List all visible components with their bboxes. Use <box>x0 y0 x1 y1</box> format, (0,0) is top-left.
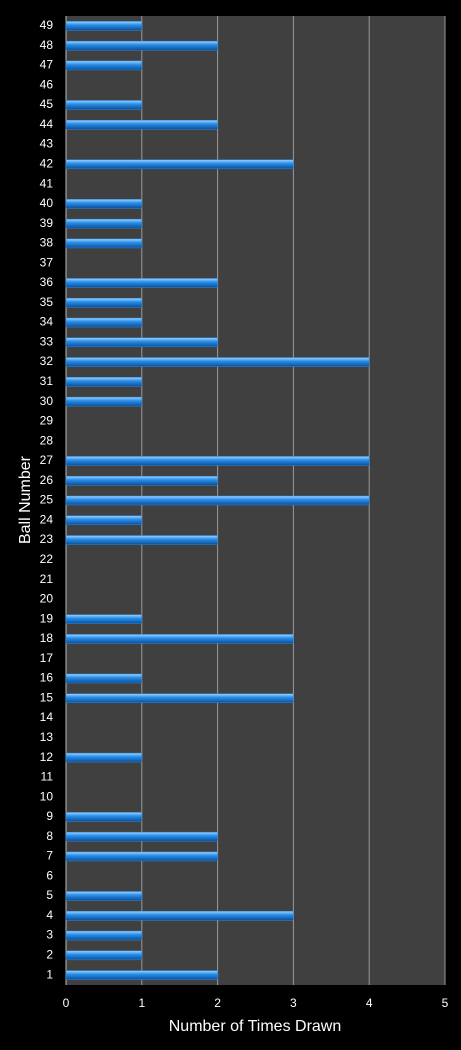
y-axis-title: Ball Number <box>17 455 34 544</box>
y-tick-label: 28 <box>40 433 54 447</box>
x-tick-label: 0 <box>63 996 70 1010</box>
y-tick-label: 9 <box>46 809 53 823</box>
y-tick-label: 32 <box>40 354 54 368</box>
y-tick-label: 49 <box>40 18 54 32</box>
bar <box>65 950 143 961</box>
bar <box>65 238 143 249</box>
x-tick-label: 3 <box>290 996 297 1010</box>
y-tick-label: 13 <box>40 730 54 744</box>
bar <box>65 100 143 110</box>
y-tick-label: 24 <box>40 512 54 526</box>
y-tick-label: 35 <box>40 295 54 309</box>
y-tick-label: 4 <box>46 908 53 922</box>
y-tick-label: 16 <box>40 671 54 685</box>
bar <box>65 337 218 348</box>
y-tick-label: 44 <box>40 117 54 131</box>
y-tick-label: 36 <box>40 275 54 289</box>
bar <box>65 396 143 407</box>
x-tick-label: 2 <box>214 996 221 1010</box>
y-tick-label: 47 <box>40 58 54 72</box>
bar <box>65 812 143 822</box>
y-tick-label: 21 <box>40 572 54 586</box>
y-tick-label: 10 <box>40 789 54 803</box>
y-tick-label: 31 <box>40 374 54 388</box>
y-tick-label: 15 <box>40 690 54 704</box>
x-tick-label: 4 <box>366 996 373 1010</box>
y-tick-label: 27 <box>40 453 54 467</box>
bar <box>65 752 143 763</box>
y-tick-label: 42 <box>40 156 54 170</box>
y-tick-label: 14 <box>40 710 54 724</box>
bar <box>65 911 294 921</box>
y-tick-label: 41 <box>40 176 54 190</box>
bar <box>65 159 294 170</box>
bar <box>65 377 143 387</box>
x-axis-title: Number of Times Drawn <box>169 1018 342 1035</box>
y-tick-label: 22 <box>40 552 54 566</box>
bar <box>65 831 218 842</box>
bar <box>65 120 218 130</box>
bar <box>65 278 218 288</box>
y-tick-label: 40 <box>40 196 54 210</box>
bar <box>65 357 370 367</box>
bar <box>65 297 143 308</box>
bar <box>65 535 218 545</box>
bar <box>65 495 370 506</box>
y-tick-label: 23 <box>40 532 54 546</box>
y-tick-label: 11 <box>41 770 54 784</box>
bar <box>65 317 143 328</box>
y-tick-label: 20 <box>40 592 54 606</box>
bar <box>65 634 294 644</box>
y-tick-label: 30 <box>40 394 54 408</box>
bar <box>65 930 143 941</box>
bar <box>65 21 143 31</box>
y-tick-label: 3 <box>46 928 53 942</box>
y-tick-label: 33 <box>40 334 54 348</box>
bar <box>65 199 143 209</box>
y-tick-label: 39 <box>40 216 54 230</box>
y-tick-label: 46 <box>40 77 54 91</box>
y-tick-label: 48 <box>40 38 54 52</box>
bar <box>65 693 294 704</box>
y-tick-label: 25 <box>40 493 54 507</box>
y-tick-label: 6 <box>46 868 53 882</box>
bar <box>65 970 218 980</box>
y-tick-label: 2 <box>46 948 53 962</box>
y-tick-label: 17 <box>40 651 54 665</box>
bar <box>65 456 370 466</box>
bar <box>65 475 218 486</box>
y-tick-label: 43 <box>40 137 54 151</box>
y-tick-label: 19 <box>40 611 54 625</box>
y-tick-label: 38 <box>40 236 54 250</box>
bar <box>65 515 143 526</box>
y-tick-label: 18 <box>40 631 54 645</box>
x-tick-label: 1 <box>138 996 145 1010</box>
y-tick-label: 8 <box>46 829 53 843</box>
y-tick-label: 34 <box>40 315 54 329</box>
bar <box>65 891 143 901</box>
bar <box>65 60 143 71</box>
x-tick-label: 5 <box>442 996 449 1010</box>
y-tick-label: 5 <box>46 888 53 902</box>
y-tick-label: 26 <box>40 473 54 487</box>
y-tick-label: 37 <box>40 255 54 269</box>
bar <box>65 218 143 229</box>
y-tick-label: 7 <box>46 849 53 863</box>
bar <box>65 673 143 684</box>
bar <box>65 40 218 51</box>
bar <box>65 614 143 624</box>
y-tick-label: 12 <box>40 750 54 764</box>
y-tick-label: 45 <box>40 97 54 111</box>
y-tick-label: 1 <box>46 967 53 981</box>
bar <box>65 851 218 862</box>
y-tick-label: 29 <box>40 414 54 428</box>
